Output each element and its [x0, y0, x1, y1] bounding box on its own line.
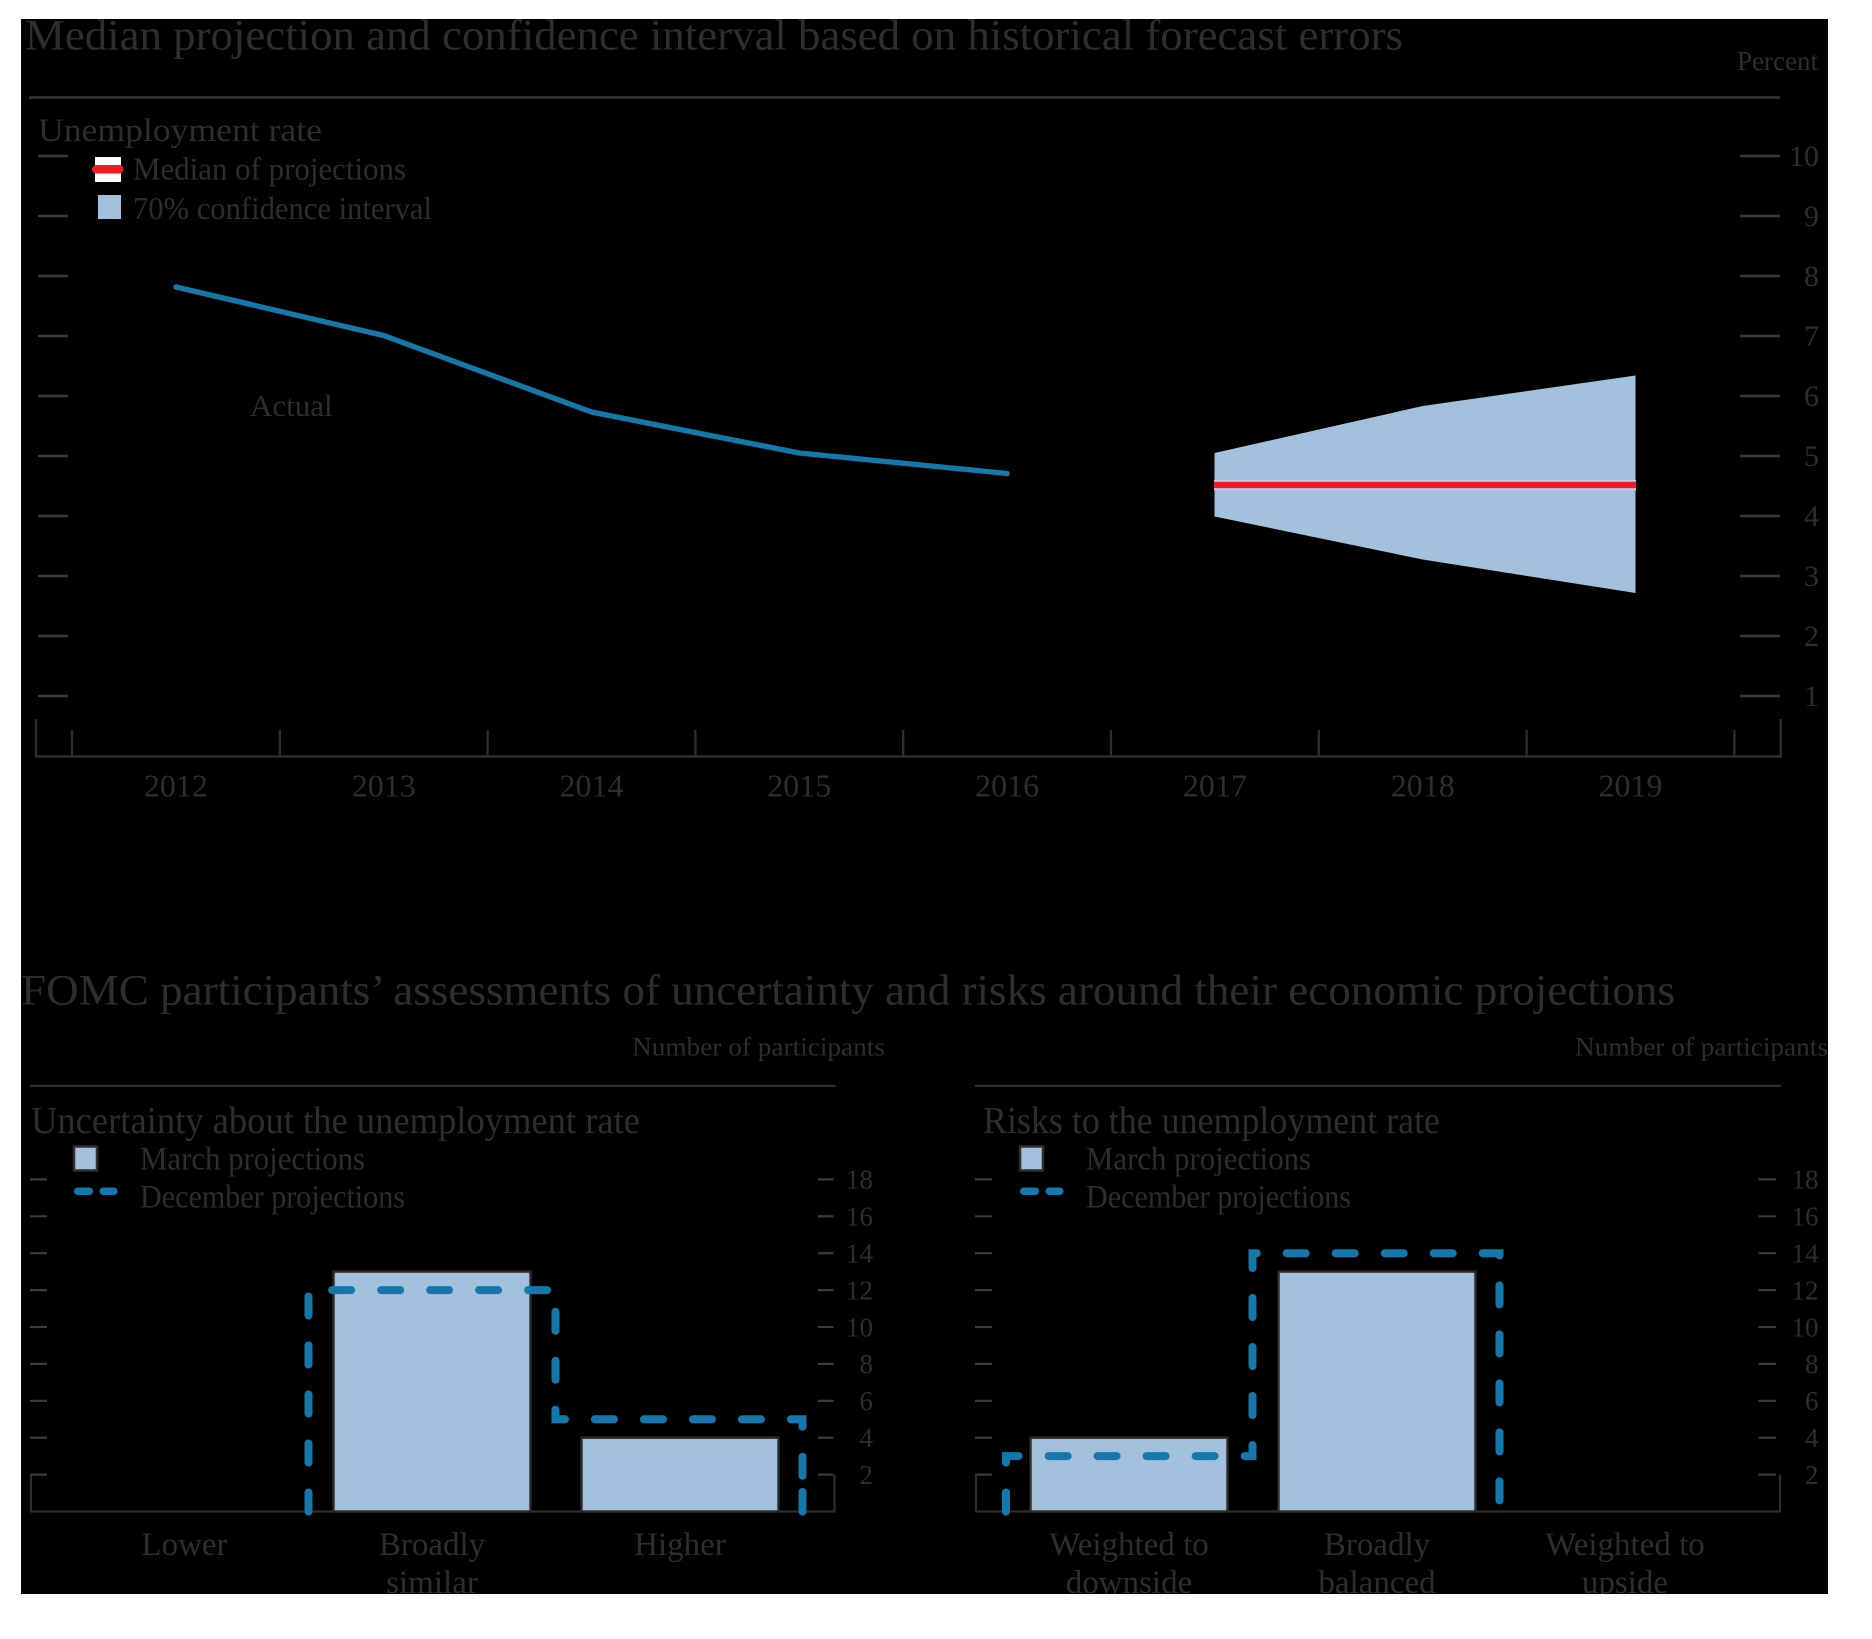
svg-text:10: 10 [846, 1312, 873, 1342]
svg-text:December projections: December projections [1086, 1180, 1351, 1216]
svg-text:balanced: balanced [1318, 1565, 1436, 1601]
svg-text:Median of projections: Median of projections [133, 151, 406, 187]
svg-text:9: 9 [1804, 200, 1819, 233]
svg-text:March projections: March projections [1086, 1142, 1311, 1178]
svg-text:4: 4 [1805, 1423, 1819, 1453]
svg-text:Risks to the unemployment rate: Risks to the unemployment rate [983, 1100, 1440, 1142]
svg-text:December projections: December projections [140, 1180, 405, 1216]
svg-text:18: 18 [846, 1165, 873, 1195]
svg-text:Broadly: Broadly [379, 1527, 486, 1563]
svg-text:2: 2 [1805, 1460, 1819, 1490]
svg-text:1: 1 [1804, 680, 1819, 713]
svg-text:Percent: Percent [1737, 46, 1818, 76]
svg-text:12: 12 [846, 1275, 873, 1305]
svg-text:2018: 2018 [1391, 768, 1455, 804]
svg-text:Uncertainty about the unemploy: Uncertainty about the unemployment rate [31, 1100, 640, 1142]
svg-text:Higher: Higher [634, 1527, 726, 1563]
svg-text:Weighted to: Weighted to [1545, 1527, 1705, 1563]
svg-text:10: 10 [1789, 140, 1819, 173]
svg-text:14: 14 [846, 1239, 874, 1269]
svg-text:6: 6 [1805, 1386, 1819, 1416]
svg-text:FOMC participants’ assessments: FOMC participants’ assessments of uncert… [21, 968, 1675, 1015]
svg-text:Unemployment rate: Unemployment rate [38, 113, 322, 149]
svg-text:2017: 2017 [1183, 768, 1247, 804]
svg-text:16: 16 [846, 1202, 873, 1232]
svg-text:2: 2 [860, 1460, 874, 1490]
svg-text:8: 8 [1804, 260, 1819, 293]
svg-text:16: 16 [1792, 1202, 1819, 1232]
svg-text:Median projection and confiden: Median projection and confidence interva… [25, 13, 1403, 60]
svg-text:4: 4 [860, 1423, 874, 1453]
svg-text:6: 6 [1804, 380, 1819, 413]
svg-text:7: 7 [1804, 320, 1819, 353]
svg-text:2016: 2016 [975, 768, 1039, 804]
svg-text:18: 18 [1792, 1165, 1819, 1195]
svg-text:2015: 2015 [767, 768, 831, 804]
svg-text:8: 8 [860, 1349, 874, 1379]
svg-text:14: 14 [1792, 1239, 1820, 1269]
svg-text:March projections: March projections [140, 1142, 365, 1178]
svg-text:2013: 2013 [352, 768, 416, 804]
svg-text:10: 10 [1792, 1312, 1819, 1342]
svg-text:2014: 2014 [560, 768, 624, 804]
svg-text:downside: downside [1066, 1565, 1193, 1601]
svg-text:3: 3 [1804, 560, 1819, 593]
svg-text:5: 5 [1804, 440, 1819, 473]
svg-text:2: 2 [1804, 620, 1819, 653]
svg-text:2012: 2012 [144, 768, 208, 804]
svg-text:12: 12 [1792, 1275, 1819, 1305]
svg-text:upside: upside [1582, 1565, 1668, 1601]
svg-text:Weighted to: Weighted to [1049, 1527, 1209, 1563]
svg-text:Number of participants: Number of participants [1575, 1033, 1828, 1062]
svg-text:2019: 2019 [1599, 768, 1663, 804]
svg-text:Actual: Actual [250, 388, 333, 423]
svg-text:Number of participants: Number of participants [632, 1033, 885, 1062]
svg-text:6: 6 [860, 1386, 874, 1416]
svg-text:Broadly: Broadly [1324, 1527, 1431, 1563]
svg-text:4: 4 [1804, 500, 1819, 533]
svg-text:similar: similar [386, 1565, 478, 1601]
svg-text:70% confidence interval: 70% confidence interval [133, 190, 432, 226]
svg-text:Lower: Lower [141, 1527, 227, 1563]
svg-text:8: 8 [1805, 1349, 1819, 1379]
